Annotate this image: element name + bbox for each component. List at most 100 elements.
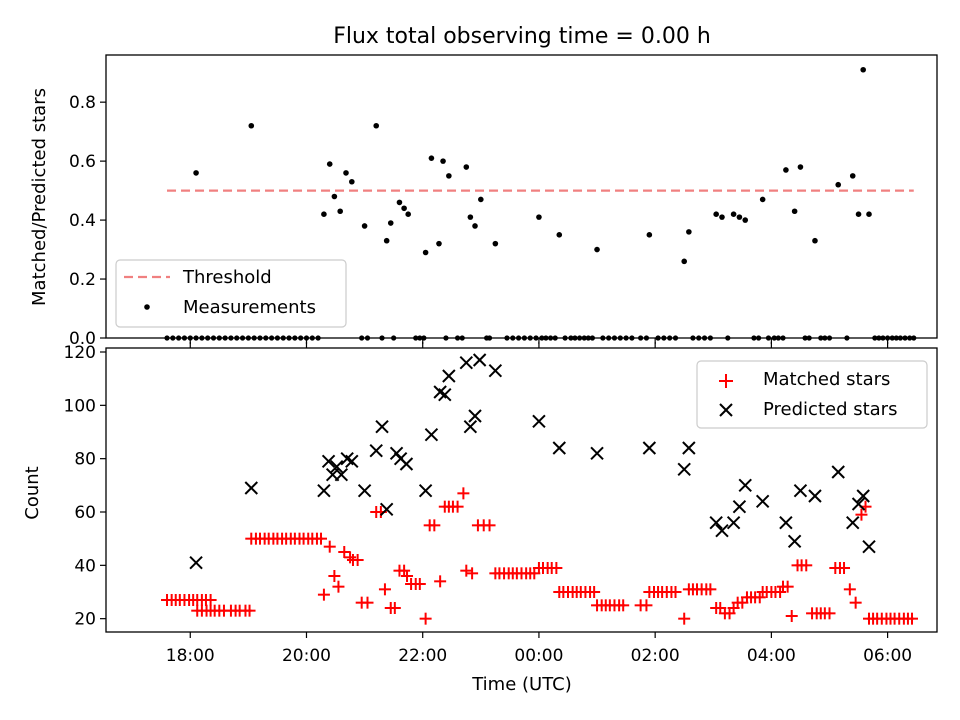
matched-star-point [428, 519, 441, 532]
matched-star-point [378, 583, 391, 596]
measurement-point-zero [876, 335, 882, 341]
measurement-point-zero [844, 335, 850, 341]
measurement-point-zero [606, 335, 612, 341]
measurement-point-zero [543, 335, 549, 341]
bottom-y-tick-label: 20 [74, 610, 96, 630]
bottom-y-tick-label: 100 [64, 396, 96, 416]
measurement-point-zero [577, 335, 583, 341]
predicted-star-point [438, 387, 452, 402]
measurement-point-zero [826, 335, 833, 341]
predicted-star-point [831, 465, 845, 479]
predicted-star-point [856, 489, 870, 503]
matched-star-point [204, 594, 217, 606]
measurement-point [463, 164, 470, 170]
measurement-point-zero [527, 335, 533, 341]
measurement-point [361, 223, 368, 229]
measurements-zero-points [164, 335, 917, 341]
predicted-star-point [321, 454, 336, 469]
matched-star-point [774, 586, 787, 598]
measurement-point-zero [690, 335, 696, 341]
measurement-point-zero [309, 335, 315, 341]
matched-star-point [785, 610, 798, 622]
measurement-point [536, 214, 542, 220]
predicted-stars-points [189, 353, 876, 570]
matched-star-point [483, 519, 496, 532]
measurement-point [428, 155, 435, 161]
x-tick-label: 00:00 [514, 646, 563, 666]
x-tick-label: 18:00 [166, 646, 215, 666]
predicted-star-point [726, 515, 741, 530]
measurement-point [343, 170, 349, 176]
predicted-legend-label: Predicted stars [763, 399, 897, 420]
matched-star-point [351, 554, 364, 566]
x-tick-label: 20:00 [282, 646, 331, 666]
measurement-point-zero [263, 335, 269, 341]
matched-star-point [315, 532, 328, 545]
matched-star-point [328, 570, 341, 582]
x-axis-label: Time (UTC) [471, 674, 572, 695]
measurement-point-zero [413, 335, 419, 341]
predicted-star-point [779, 515, 793, 530]
predicted-star-point [677, 462, 691, 477]
matched-star-point [823, 607, 836, 620]
measurement-point [405, 211, 411, 217]
bottom-y-tick-label: 80 [74, 450, 96, 470]
measurement-point-zero [459, 335, 465, 341]
matched-star-point [678, 612, 691, 625]
predicted-star-point [442, 369, 456, 383]
matched-star-point [243, 604, 256, 617]
measurement-point-zero [611, 335, 618, 341]
measurement-point [594, 246, 600, 253]
measurement-point-zero [751, 335, 757, 341]
measurement-point-zero [515, 335, 522, 341]
measurement-point-zero [379, 335, 385, 341]
measurement-point [436, 240, 442, 247]
bottom-y-ticks: 20 40 60 80 100 120 [64, 343, 106, 630]
measurement-point-zero [585, 335, 591, 341]
measurement-point-zero [765, 335, 772, 341]
matched-star-point [361, 596, 374, 609]
measurement-point-zero [562, 335, 568, 341]
matched-star-point [401, 570, 414, 582]
matched-star-point [323, 540, 336, 553]
top-y-tick-label: 0.2 [69, 270, 96, 290]
measurement-point-zero [443, 335, 449, 341]
bottom-x-ticks: 18:00 20:00 22:00 00:00 02:00 04:00 06:00 [166, 342, 912, 666]
measurement-point-zero [417, 335, 423, 341]
measurement-point [492, 240, 499, 247]
measurement-point [467, 214, 474, 220]
x-tick-label: 02:00 [631, 646, 680, 666]
matched-star-point [460, 564, 473, 577]
measurement-point-zero [298, 335, 304, 341]
matched-star-point [800, 559, 813, 572]
measurements-points [193, 66, 872, 265]
measurement-point-zero [771, 335, 777, 341]
predicted-star-point [590, 446, 604, 461]
matched-star-point [419, 612, 432, 625]
chart-title: Flux total observing time = 0.00 h [333, 24, 711, 49]
matched-star-point [413, 578, 426, 590]
measurement-point-zero [638, 335, 644, 341]
matched-star-point [781, 580, 794, 593]
matched-star-point [753, 591, 766, 604]
predicted-legend-marker [719, 403, 733, 417]
measurement-point-zero [164, 335, 170, 341]
measurement-point [742, 217, 749, 223]
measurement-point [321, 211, 327, 217]
measurement-point [440, 158, 446, 164]
predicted-star-point [682, 441, 696, 455]
predicted-star-point [189, 555, 203, 570]
measurement-point-zero [755, 335, 762, 341]
predicted-star-point [787, 534, 802, 549]
measurement-point-zero [251, 335, 257, 341]
measurement-point-zero [292, 335, 298, 341]
measurement-point-zero [533, 335, 539, 341]
measurement-point [193, 170, 199, 176]
bottom-y-tick-label: 120 [64, 343, 96, 363]
measurement-point-zero [504, 335, 510, 341]
measurements-legend-label: Measurements [183, 297, 316, 318]
matched-star-point [338, 546, 351, 558]
predicted-star-point [709, 515, 723, 530]
measurement-point-zero [539, 335, 545, 341]
measurement-point [387, 220, 394, 226]
